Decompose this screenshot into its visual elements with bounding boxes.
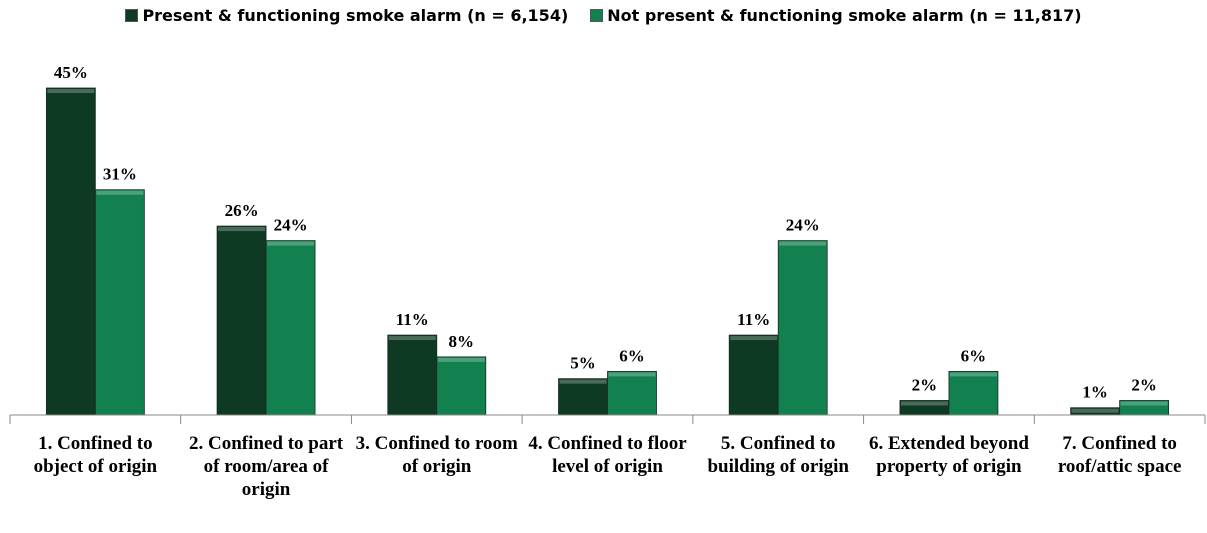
bar-highlight [1120, 401, 1168, 406]
bar-highlight [730, 336, 778, 341]
bar-highlight [779, 241, 827, 246]
data-label: 24% [786, 216, 820, 235]
bar-highlight [559, 379, 607, 384]
bar [94, 189, 145, 416]
bar-highlight [437, 357, 485, 362]
x-tick-label: 6. Extended beyond property of origin [868, 433, 1029, 477]
bar [265, 240, 316, 416]
data-label: 8% [449, 332, 475, 351]
data-label: 26% [225, 201, 259, 220]
data-label: 1% [1082, 383, 1108, 402]
bar [387, 334, 438, 416]
legend: Present & functioning smoke alarm (n = 6… [0, 6, 1207, 25]
bar-highlight [608, 372, 656, 377]
bar [607, 370, 657, 416]
legend-swatch [590, 9, 604, 22]
bar [436, 356, 487, 416]
x-tick-label: 1. Confined to object of origin [33, 433, 158, 477]
data-label: 24% [274, 216, 308, 235]
bar-highlight [96, 190, 144, 195]
legend-label: Not present & functioning smoke alarm (n… [607, 6, 1082, 25]
x-tick-label: 7. Confined to roof/attic space [1057, 433, 1182, 477]
bar [948, 370, 999, 416]
data-label: 6% [619, 346, 645, 365]
bar-highlight [388, 336, 436, 341]
bar [216, 225, 267, 416]
bar-highlight [949, 372, 997, 377]
bar-highlight [1071, 408, 1119, 413]
x-tick-label: 2. Confined to part of room/area of orig… [189, 433, 344, 500]
bar [45, 87, 96, 416]
data-label: 31% [103, 165, 137, 184]
bar-highlight [218, 227, 266, 232]
x-tick-label: 5. Confined to building of origin [707, 433, 849, 477]
bar-highlight [47, 89, 95, 93]
legend-item: Present & functioning smoke alarm (n = 6… [125, 6, 568, 25]
legend-swatch [125, 9, 139, 22]
data-label: 6% [961, 346, 987, 365]
data-label: 2% [912, 375, 938, 394]
legend-item: Not present & functioning smoke alarm (n… [590, 6, 1082, 25]
data-label: 11% [737, 310, 770, 329]
bar [728, 334, 779, 416]
bar [558, 378, 608, 416]
data-label: 2% [1131, 375, 1157, 394]
bar-highlight [267, 241, 315, 246]
x-tick-label: 3. Confined to room of origin [355, 433, 518, 477]
x-tick-label: 4. Confined to floor level of origin [528, 433, 687, 477]
bar-highlight [900, 401, 948, 406]
bar [777, 240, 828, 416]
data-label: 11% [396, 310, 429, 329]
data-label: 45% [54, 63, 88, 82]
legend-label: Present & functioning smoke alarm (n = 6… [142, 6, 569, 25]
data-label: 5% [570, 354, 596, 373]
